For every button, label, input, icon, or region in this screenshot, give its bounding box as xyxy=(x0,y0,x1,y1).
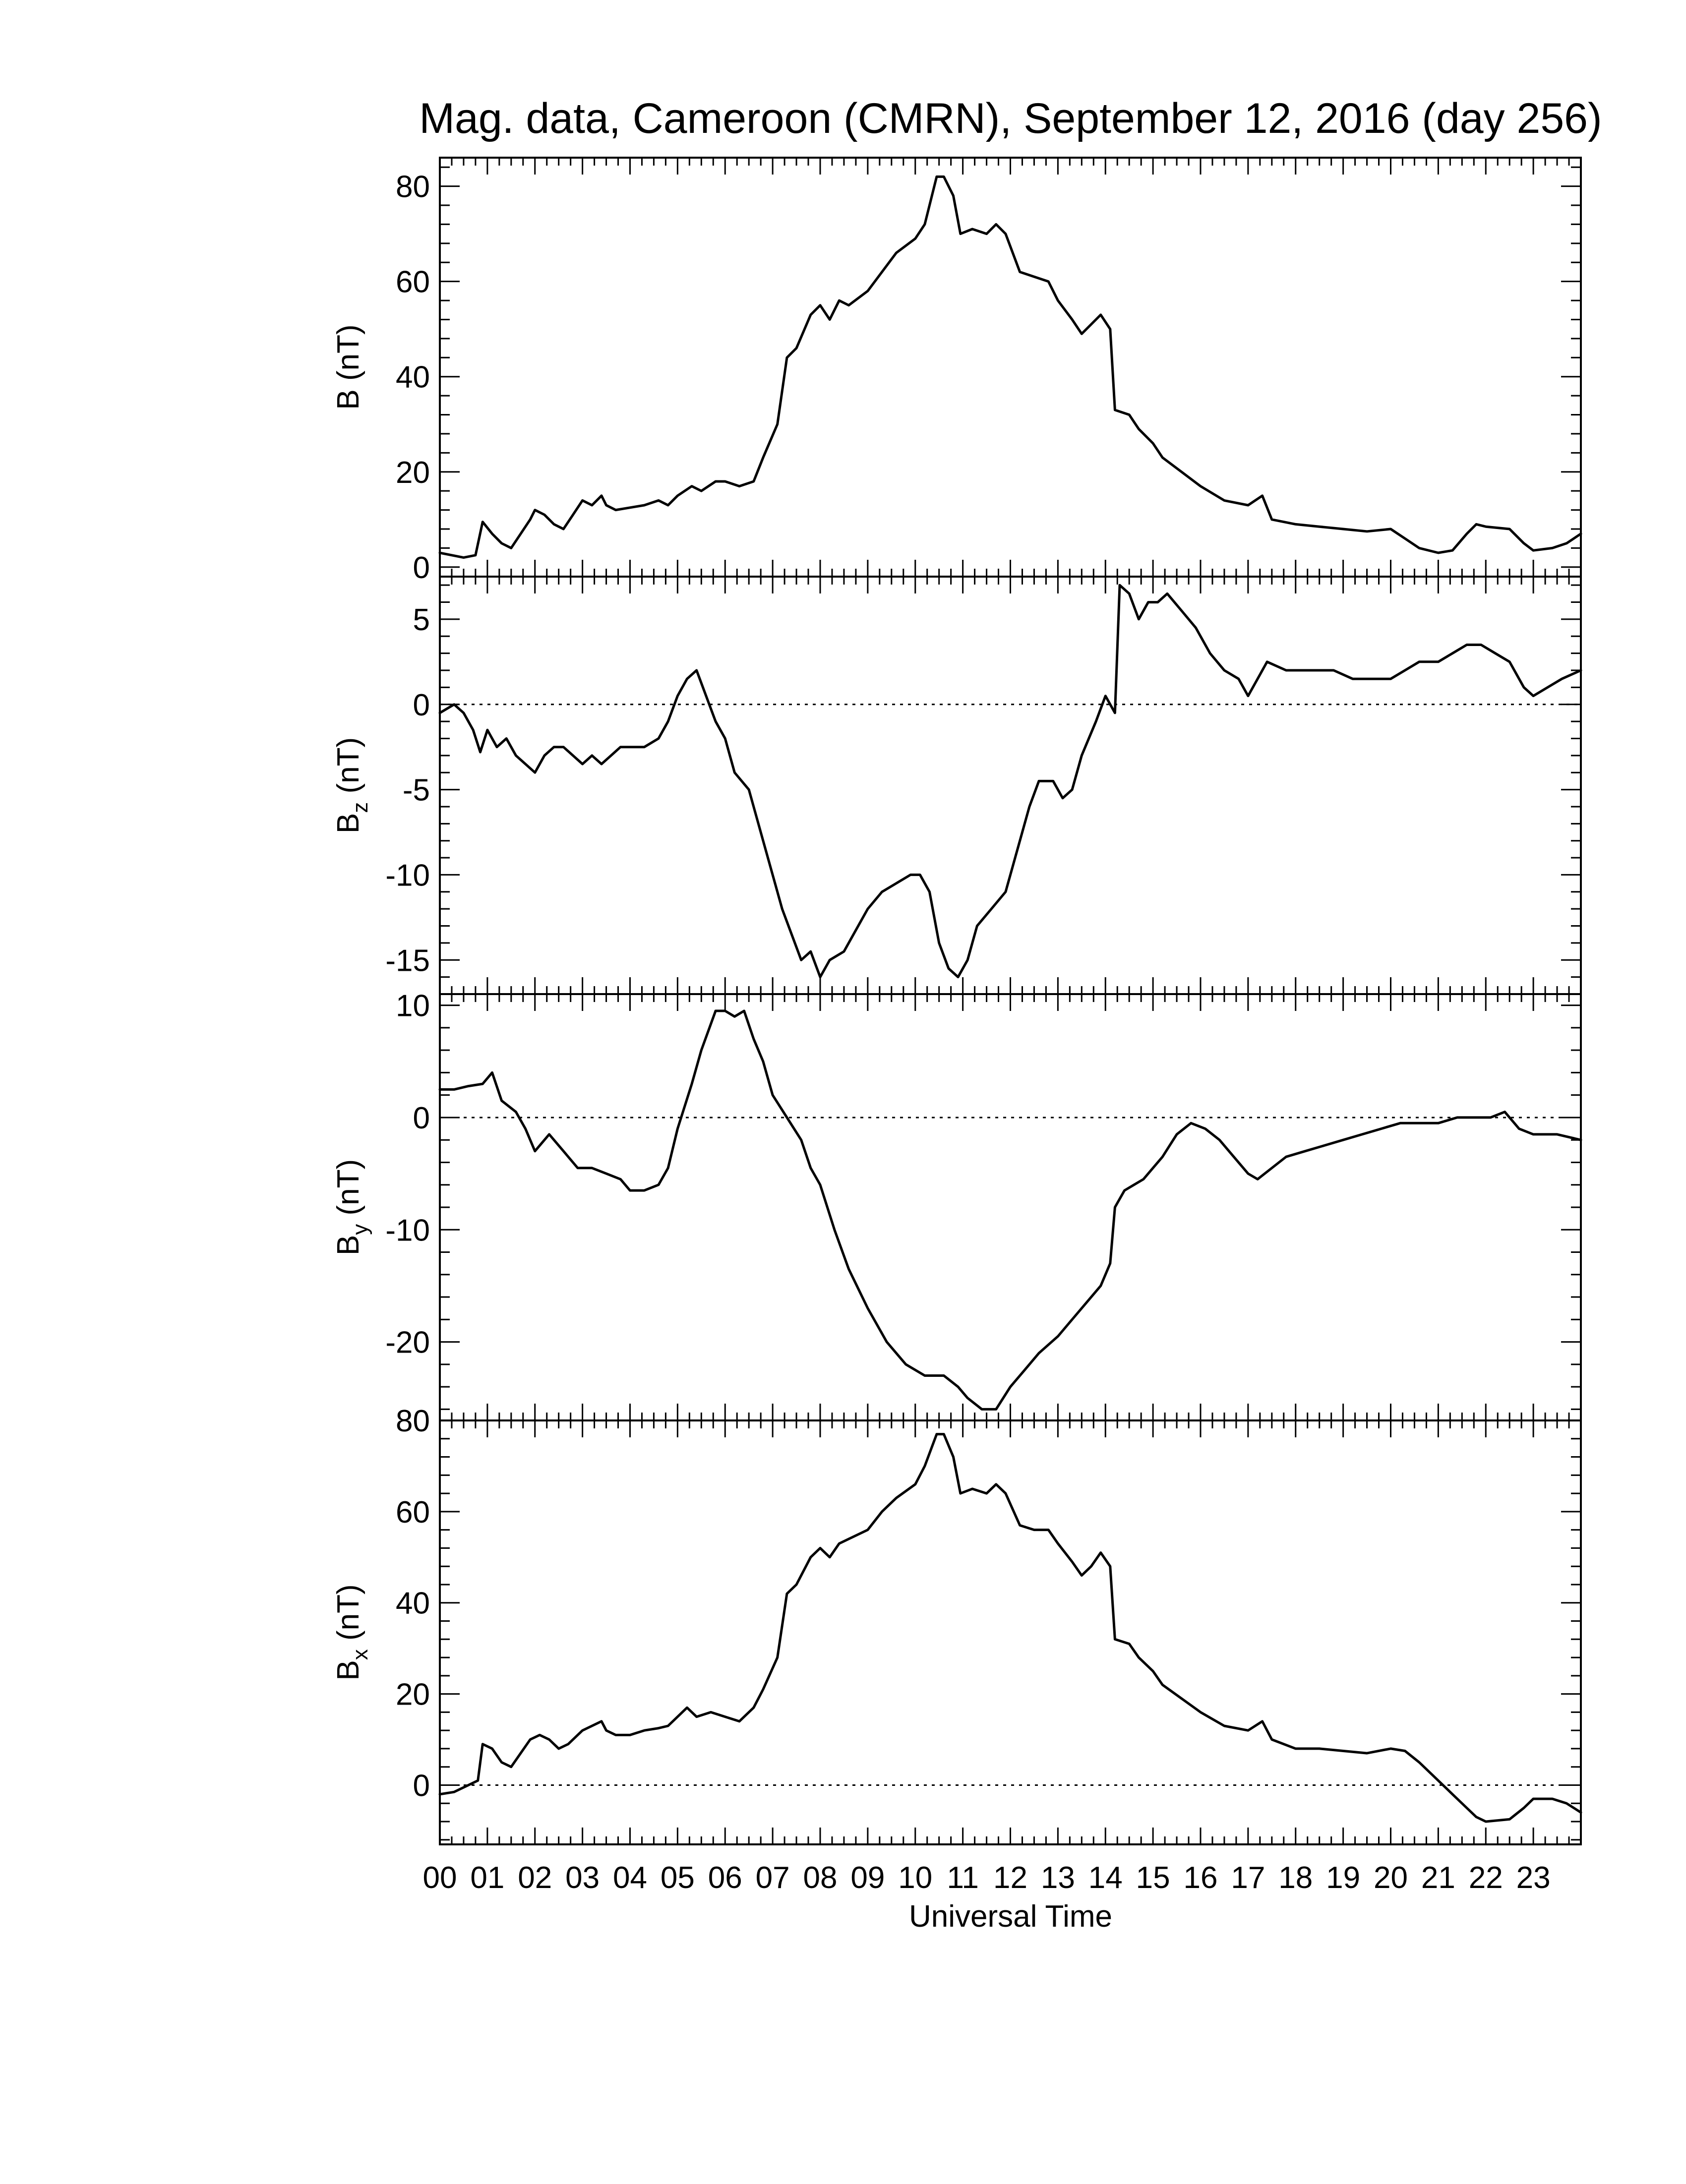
y-tick-label: 40 xyxy=(396,360,430,395)
x-tick-label: 05 xyxy=(661,1861,695,1895)
x-tick-label: 19 xyxy=(1326,1861,1360,1895)
x-tick-label: 18 xyxy=(1278,1861,1313,1895)
x-tick-label: 21 xyxy=(1421,1861,1455,1895)
series-line-By xyxy=(438,1009,1582,1411)
y-tick-label: 0 xyxy=(413,1101,430,1135)
x-tick-label: 06 xyxy=(708,1861,742,1895)
panel-frame xyxy=(439,157,1582,578)
x-tick-label: 04 xyxy=(613,1861,647,1895)
y-tick-label: 60 xyxy=(396,1495,430,1530)
x-tick-label: 15 xyxy=(1136,1861,1170,1895)
x-tick-label: 10 xyxy=(898,1861,932,1895)
x-tick-label: 12 xyxy=(993,1861,1027,1895)
y-tick-label: 20 xyxy=(396,1678,430,1712)
chart-panels: 0 20 40 60 80 B (nT) -15 -10 -5 0 5 Bz (nT) -20 -10 0 1… xyxy=(331,157,1582,1845)
panel-Bz: -15 -10 -5 0 5 Bz (nT) xyxy=(331,576,1582,995)
panel-Bx: 0 20 40 60 80 Bx (nT) xyxy=(331,1404,1582,1845)
y-axis-label: Bx (nT) xyxy=(331,1584,372,1680)
x-tick-label: 00 xyxy=(423,1861,457,1895)
x-tick-label: 16 xyxy=(1184,1861,1218,1895)
panel-B: 0 20 40 60 80 B (nT) xyxy=(331,157,1582,585)
y-tick-label: 80 xyxy=(396,170,430,204)
x-tick-label: 23 xyxy=(1516,1861,1551,1895)
y-axis-label: Bz (nT) xyxy=(331,737,372,833)
chart-title: Mag. data, Cameroon (CMRN), September 12… xyxy=(419,95,1602,142)
y-tick-label: 40 xyxy=(396,1587,430,1621)
x-tick-label: 09 xyxy=(850,1861,885,1895)
x-tick-label: 13 xyxy=(1041,1861,1075,1895)
x-tick-label: 07 xyxy=(756,1861,790,1895)
y-axis-label: By (nT) xyxy=(331,1159,372,1255)
panel-frame xyxy=(439,576,1582,995)
panel-frame xyxy=(439,1419,1582,1845)
x-tick-label: 02 xyxy=(518,1861,552,1895)
y-tick-label: -10 xyxy=(385,1213,430,1247)
y-tick-label: 0 xyxy=(413,551,430,585)
y-tick-label: -15 xyxy=(385,944,430,978)
y-axis-label: B (nT) xyxy=(331,324,365,410)
y-tick-label: 0 xyxy=(413,688,430,722)
y-tick-label: 20 xyxy=(396,456,430,490)
series-line-Bz xyxy=(438,584,1582,979)
x-tick-label: 17 xyxy=(1231,1861,1265,1895)
x-tick-label: 01 xyxy=(470,1861,504,1895)
panel-frame xyxy=(439,993,1582,1421)
y-tick-label: 0 xyxy=(413,1769,430,1803)
panel-By: -20 -10 0 10 By (nT) xyxy=(331,989,1582,1421)
x-axis-label: Universal Time xyxy=(909,1899,1112,1934)
x-tick-label: 11 xyxy=(947,1861,978,1895)
x-tick-label: 20 xyxy=(1374,1861,1408,1895)
y-tick-label: 5 xyxy=(413,603,430,637)
x-tick-label: 14 xyxy=(1088,1861,1123,1895)
x-tick-label: 03 xyxy=(565,1861,600,1895)
x-axis: 00 01 02 03 04 05 06 07 08 09 10 11 12 13 14 15 16 17 18 19… xyxy=(423,1861,1551,1895)
series-line-Bx xyxy=(438,1433,1582,1823)
x-tick-label: 22 xyxy=(1469,1861,1503,1895)
y-tick-label: -5 xyxy=(403,773,430,808)
y-tick-label: 60 xyxy=(396,265,430,299)
x-tick-label: 08 xyxy=(803,1861,838,1895)
series-line-B xyxy=(438,175,1582,559)
y-tick-label: -20 xyxy=(385,1326,430,1360)
y-tick-label: -10 xyxy=(385,858,430,892)
y-tick-label: 10 xyxy=(396,989,430,1023)
y-tick-label: 80 xyxy=(396,1404,430,1438)
